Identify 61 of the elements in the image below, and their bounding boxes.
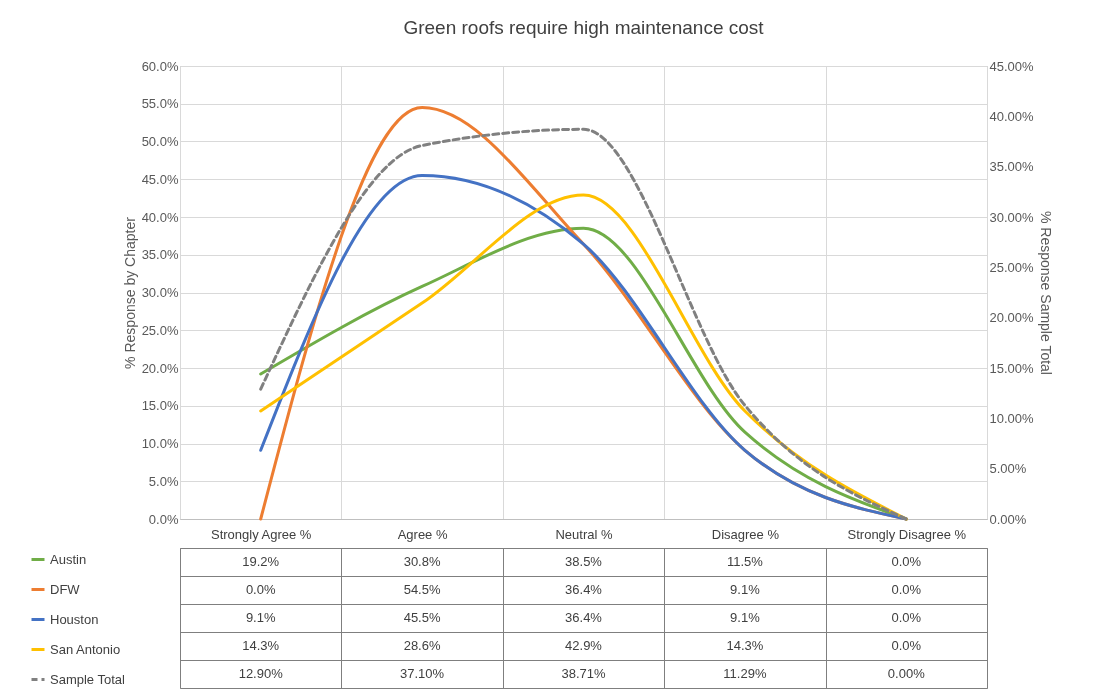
data-label: 14.3% xyxy=(726,638,764,653)
data-label: 11.29% xyxy=(723,666,767,681)
legend-label: Austin xyxy=(50,551,87,567)
y2-tick-label: 15.00% xyxy=(989,360,1035,376)
y-tick-label: 35.0% xyxy=(141,247,179,263)
data-label: 0.0% xyxy=(891,638,922,653)
y-tick-label: 25.0% xyxy=(141,322,179,338)
data-label: 0.0% xyxy=(245,582,276,597)
legend-label: Houston xyxy=(50,611,99,627)
data-label: 38.5% xyxy=(565,554,603,569)
x-tick-label: Disagree % xyxy=(711,526,780,542)
y-tick-label: 15.0% xyxy=(141,398,179,414)
data-label: 37.10% xyxy=(400,666,445,681)
y-tick-label: 0.0% xyxy=(148,511,179,527)
data-label: 54.5% xyxy=(403,582,441,597)
y2-axis-title: % Response Sample Total xyxy=(1037,211,1054,375)
data-label: 38.71% xyxy=(561,666,606,681)
legend-label: Sample Total xyxy=(50,671,126,687)
data-label: 9.1% xyxy=(730,582,761,597)
data-label: 0.0% xyxy=(891,554,922,569)
y-tick-label: 55.0% xyxy=(141,96,179,112)
data-label: 9.1% xyxy=(245,610,276,625)
y-tick-label: 45.0% xyxy=(141,171,179,187)
data-label: 36.4% xyxy=(565,610,603,625)
y-tick-label: 5.0% xyxy=(148,473,179,489)
y-tick-label: 30.0% xyxy=(141,285,179,300)
data-label: 11.5% xyxy=(726,554,764,569)
data-label: 30.8% xyxy=(403,554,441,569)
x-tick-label: Agree % xyxy=(397,526,448,542)
data-label: 42.9% xyxy=(565,638,603,653)
data-label: 0.0% xyxy=(891,610,922,625)
data-label: 28.6% xyxy=(403,638,441,653)
y-tick-label: 50.0% xyxy=(141,134,179,149)
y-tick-label: 60.0% xyxy=(141,58,179,74)
y2-tick-label: 10.00% xyxy=(989,410,1035,426)
data-label: 0.0% xyxy=(891,582,922,597)
y-axis-title: % Response by Chapter xyxy=(121,216,138,369)
legend-label: DFW xyxy=(50,581,81,597)
y2-tick-label: 40.00% xyxy=(989,108,1035,124)
data-label: 19.2% xyxy=(242,554,280,569)
y2-tick-label: 5.00% xyxy=(989,461,1027,477)
data-label: 45.5% xyxy=(403,610,441,625)
x-tick-label: Neutral % xyxy=(555,526,613,542)
y-tick-label: 10.0% xyxy=(141,436,179,451)
data-label: 14.3% xyxy=(242,638,280,653)
y2-tick-label: 45.00% xyxy=(989,58,1035,74)
y2-tick-label: 35.00% xyxy=(989,159,1035,175)
y2-tick-label: 0.00% xyxy=(989,511,1027,527)
data-label: 0.00% xyxy=(887,666,926,681)
y2-tick-label: 20.00% xyxy=(989,310,1035,326)
chart-title: Green roofs require high maintenance cost xyxy=(403,17,765,38)
data-label: 9.1% xyxy=(730,610,761,625)
y2-tick-label: 25.00% xyxy=(989,259,1035,275)
y2-tick-label: 30.00% xyxy=(989,209,1035,225)
x-tick-label: Strongly Disagree % xyxy=(847,526,967,542)
y-tick-label: 20.0% xyxy=(141,360,179,376)
x-tick-label: Strongly Agree % xyxy=(210,526,312,542)
data-label: 12.90% xyxy=(238,666,284,681)
y-tick-label: 40.0% xyxy=(141,209,179,225)
data-label: 36.4% xyxy=(565,582,603,597)
legend-label: San Antonio xyxy=(50,641,121,657)
